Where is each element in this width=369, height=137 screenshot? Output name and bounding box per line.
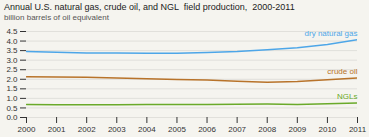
svg-text:3.5: 3.5 xyxy=(6,46,18,55)
html-text:Annual U.S. natural gas, crude: Annual U.S. natural gas, crude oil, and … xyxy=(4,2,295,12)
svg-text:2004: 2004 xyxy=(138,125,156,134)
svg-text:2.5: 2.5 xyxy=(6,65,18,74)
svg-text:2001: 2001 xyxy=(48,125,66,134)
svg-text:2010: 2010 xyxy=(319,125,337,134)
svg-text:4.0: 4.0 xyxy=(6,37,18,46)
svg-text:2000: 2000 xyxy=(18,125,36,134)
svg-text:2.0: 2.0 xyxy=(6,75,18,84)
svg-text:2006: 2006 xyxy=(198,125,216,134)
svg-text:dry natural gas: dry natural gas xyxy=(305,29,358,38)
svg-text:2011: 2011 xyxy=(349,125,367,134)
html-text:billion barrels of oil equival: billion barrels of oil equivalent xyxy=(4,13,109,22)
svg-text:2005: 2005 xyxy=(168,125,186,134)
svg-text:4.5: 4.5 xyxy=(6,27,18,36)
svg-text:2007: 2007 xyxy=(228,125,246,134)
svg-text:0.0: 0.0 xyxy=(6,113,18,122)
svg-text:0.5: 0.5 xyxy=(6,104,18,113)
svg-text:2002: 2002 xyxy=(78,125,96,134)
svg-text:2008: 2008 xyxy=(258,125,276,134)
svg-text:1.5: 1.5 xyxy=(6,84,18,93)
svg-text:1.0: 1.0 xyxy=(6,94,18,103)
svg-text:NGLs: NGLs xyxy=(337,92,357,101)
svg-text:crude oil: crude oil xyxy=(327,67,357,76)
svg-text:2003: 2003 xyxy=(108,125,126,134)
svg-text:2009: 2009 xyxy=(288,125,306,134)
svg-text:3.0: 3.0 xyxy=(6,56,18,65)
